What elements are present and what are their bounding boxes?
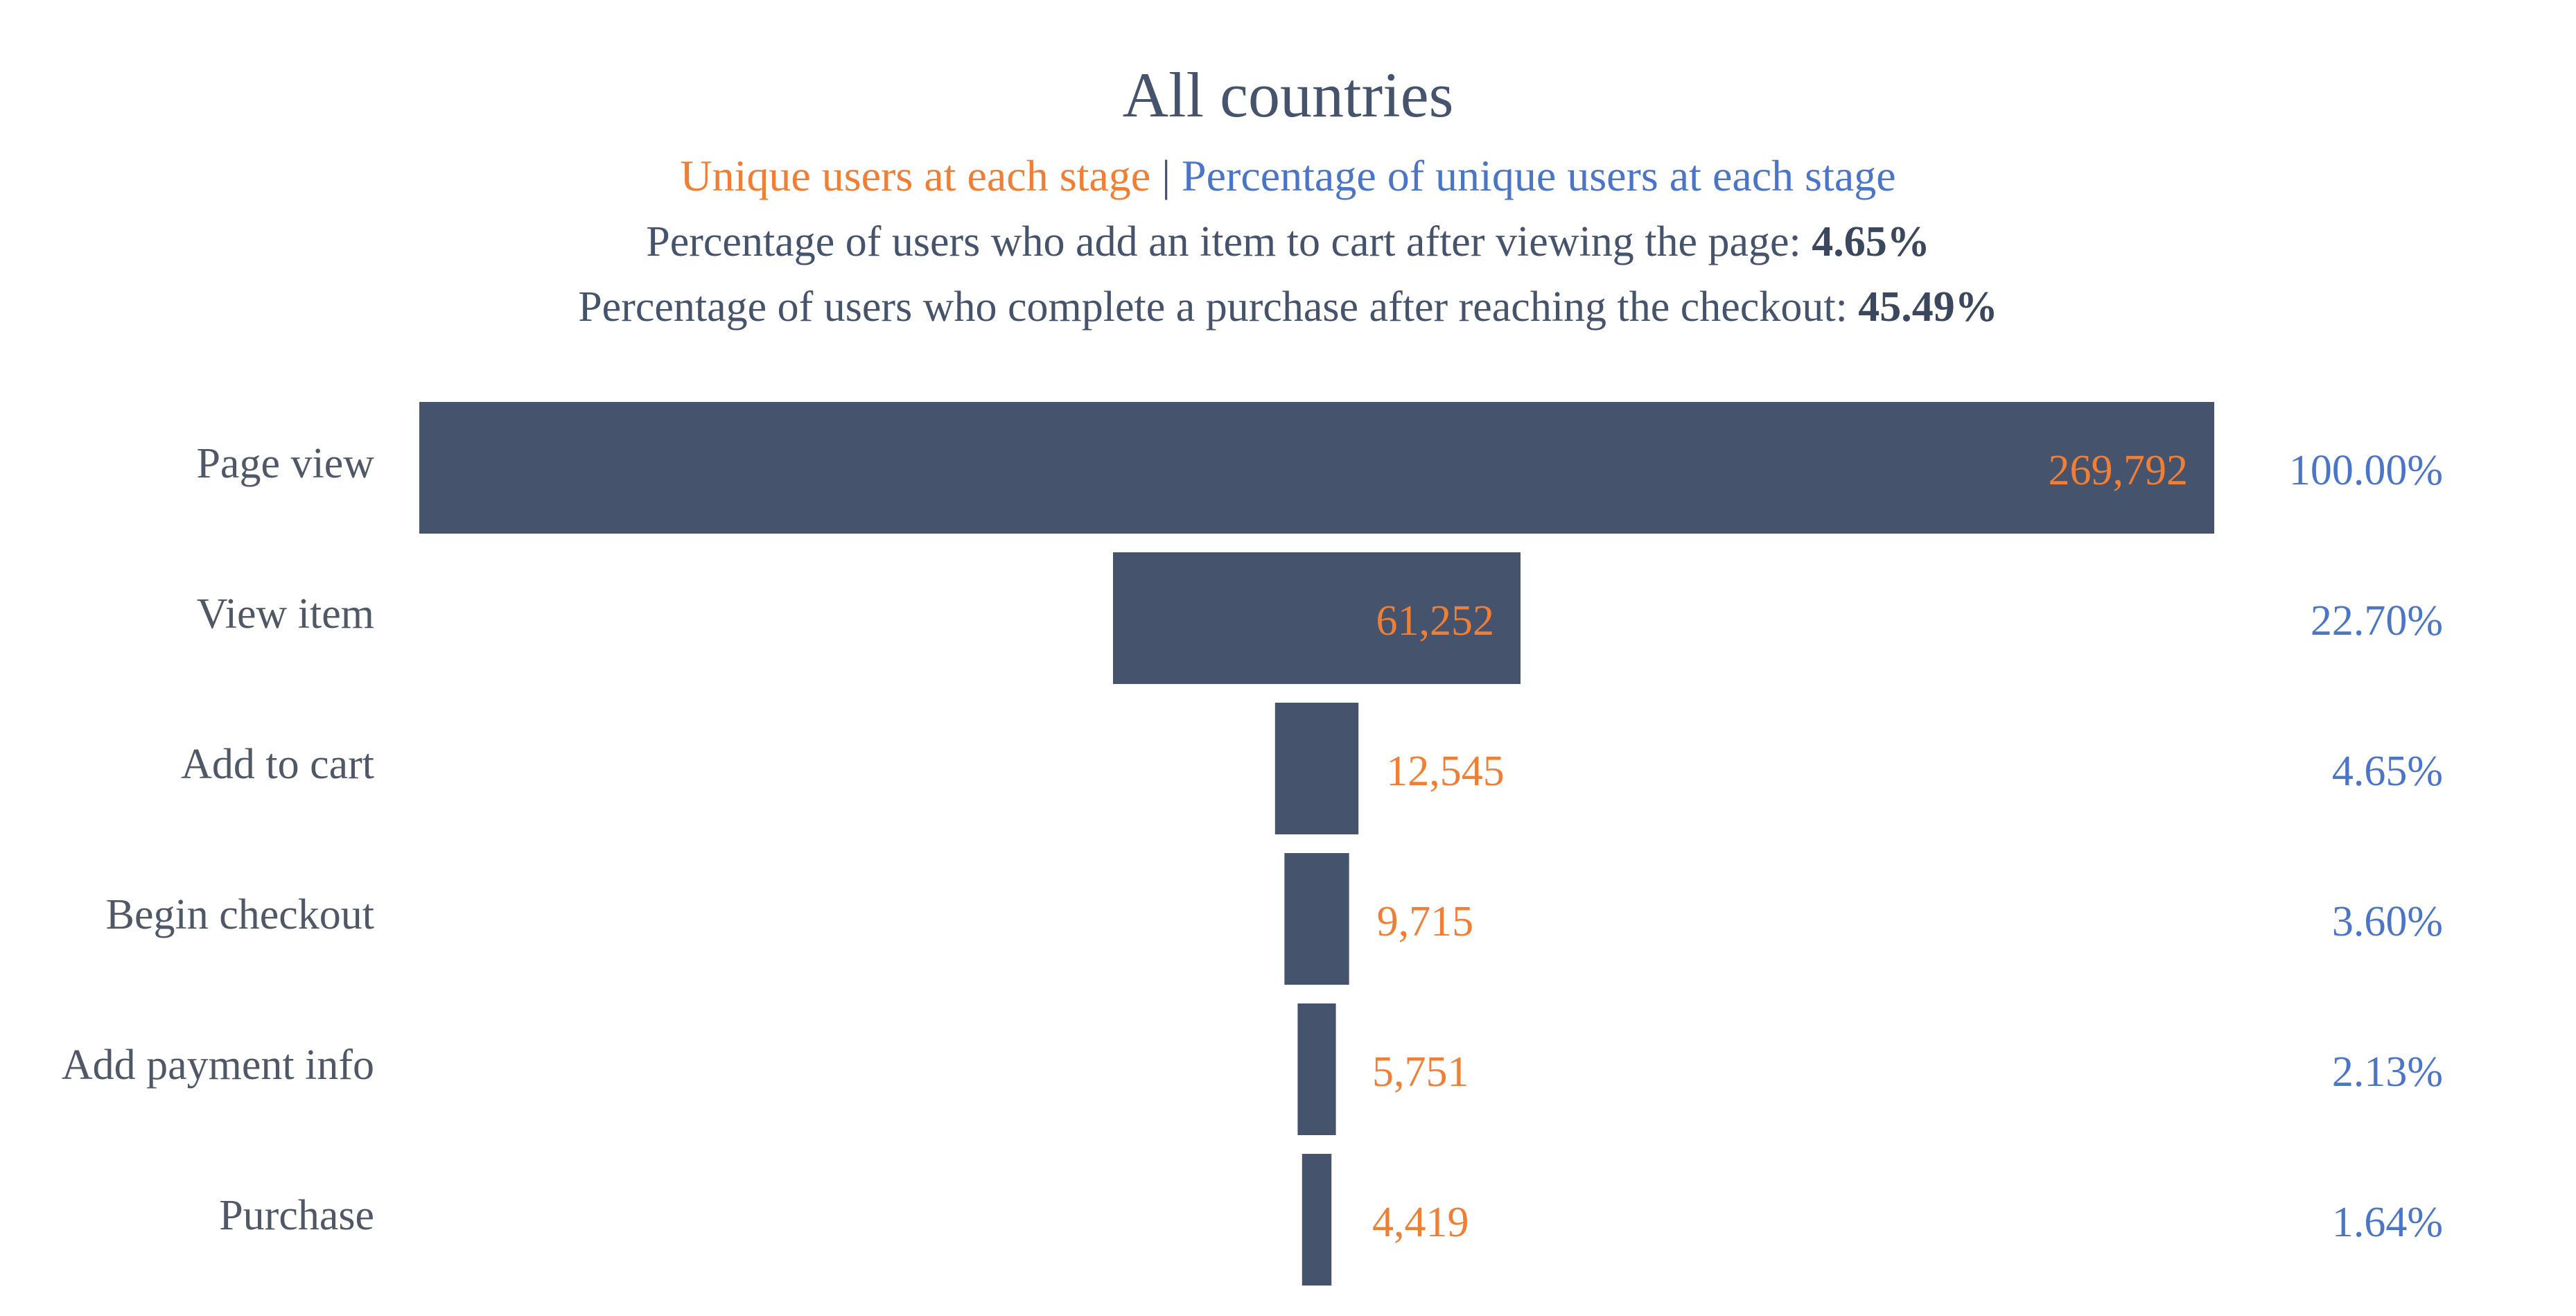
value-label-purchase: 4,419 <box>1372 1199 1469 1246</box>
metric-add-to-cart-text: Percentage of users who add an item to c… <box>646 218 1812 265</box>
bar-add-payment-info <box>1297 1003 1336 1135</box>
stage-label-add-payment-info: Add payment info <box>62 1042 374 1089</box>
subtitle-separator: | <box>1162 151 1171 200</box>
value-label-add-to-cart: 12,545 <box>1386 748 1504 795</box>
bar-page-view <box>419 402 2214 534</box>
bar-view-item <box>1112 552 1521 684</box>
percent-label-page-view: 100.00% <box>2289 447 2443 494</box>
metric-checkout-text: Percentage of users who complete a purch… <box>578 283 1859 331</box>
percent-label-add-payment-info: 2.13% <box>2332 1049 2443 1096</box>
stage-label-page-view: Page view <box>196 440 374 487</box>
metric-add-to-cart-value: 4.65% <box>1812 218 1930 265</box>
subtitle-percent-text: Percentage of unique users at each stage <box>1182 151 1896 200</box>
chart-subtitle: Unique users at each stage | Percentage … <box>0 148 2576 204</box>
bar-add-to-cart <box>1274 703 1359 834</box>
percent-label-begin-checkout: 3.60% <box>2332 898 2443 945</box>
stage-label-view-item: View item <box>197 590 374 638</box>
value-label-add-payment-info: 5,751 <box>1372 1049 1469 1096</box>
stage-label-purchase: Purchase <box>219 1192 374 1239</box>
metric-add-to-cart-rate: Percentage of users who add an item to c… <box>0 215 2576 269</box>
value-label-page-view: 269,792 <box>2049 447 2189 494</box>
subtitle-users-text: Unique users at each stage <box>680 151 1151 200</box>
stage-label-begin-checkout: Begin checkout <box>106 891 374 938</box>
chart-title: All countries <box>1122 60 1454 130</box>
metric-checkout-completion-rate: Percentage of users who complete a purch… <box>0 280 2576 334</box>
percent-label-purchase: 1.64% <box>2332 1199 2443 1246</box>
percent-label-add-to-cart: 4.65% <box>2332 748 2443 795</box>
bar-purchase <box>1302 1154 1332 1286</box>
bar-begin-checkout <box>1284 853 1349 985</box>
percent-label-view-item: 22.70% <box>2311 597 2443 644</box>
value-label-begin-checkout: 9,715 <box>1377 898 1473 945</box>
value-label-view-item: 61,252 <box>1376 597 1495 644</box>
stage-label-add-to-cart: Add to cart <box>181 741 374 788</box>
metric-checkout-value: 45.49% <box>1858 283 1998 331</box>
